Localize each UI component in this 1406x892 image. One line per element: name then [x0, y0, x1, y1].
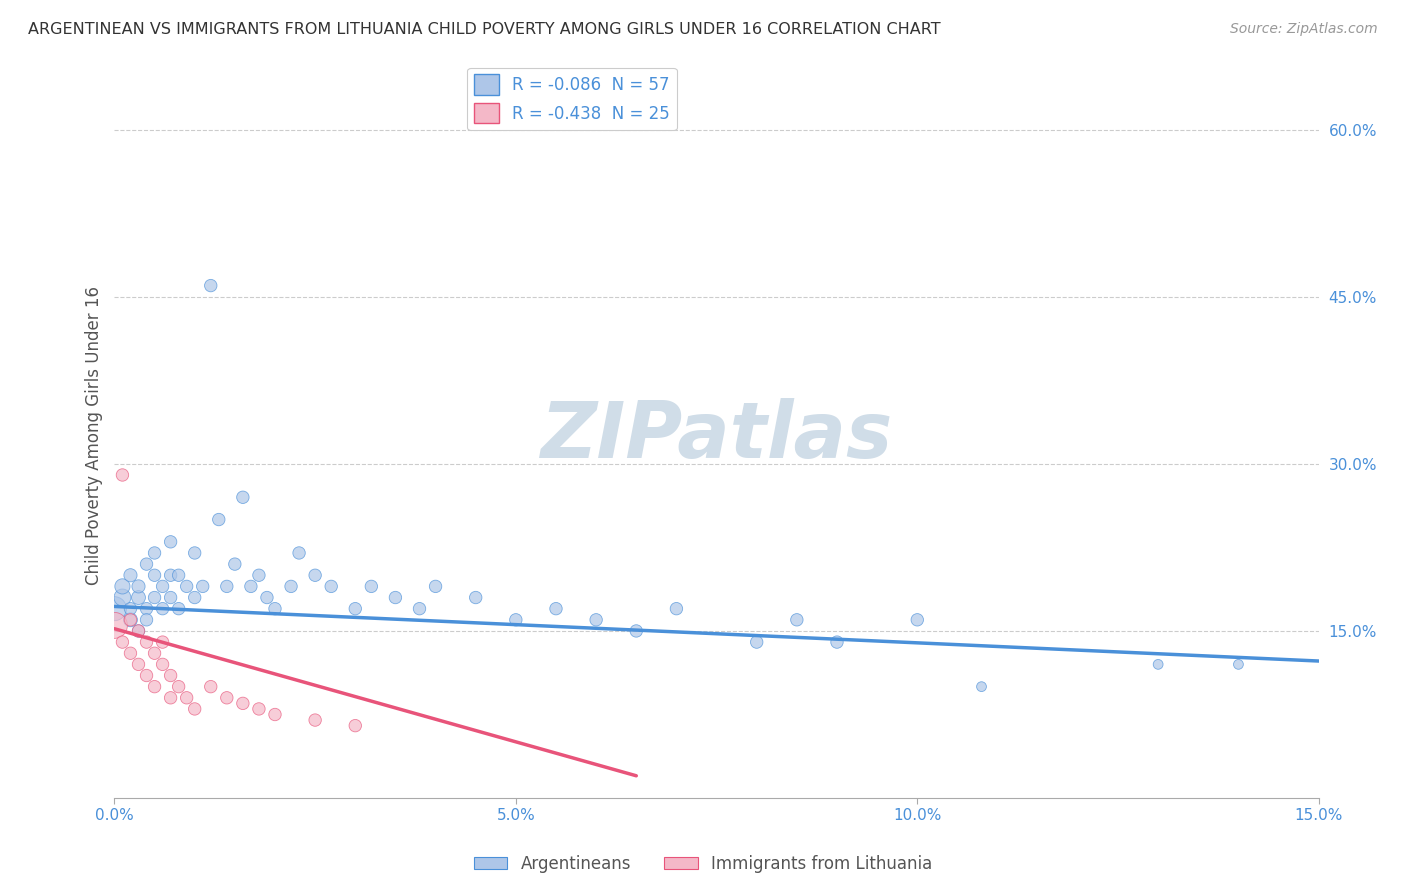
- Point: [152, 635, 174, 649]
- Point: [786, 613, 808, 627]
- Point: [152, 657, 174, 672]
- Point: [143, 591, 166, 605]
- Point: [264, 707, 287, 722]
- Point: [128, 624, 150, 638]
- Point: [304, 568, 326, 582]
- Point: [120, 568, 142, 582]
- Point: [143, 646, 166, 660]
- Point: [159, 668, 181, 682]
- Point: [135, 601, 157, 615]
- Point: [135, 668, 157, 682]
- Point: [464, 591, 486, 605]
- Point: [280, 579, 302, 593]
- Point: [505, 613, 527, 627]
- Point: [384, 591, 406, 605]
- Text: Source: ZipAtlas.com: Source: ZipAtlas.com: [1230, 22, 1378, 37]
- Point: [135, 557, 157, 571]
- Point: [183, 546, 205, 560]
- Legend: R = -0.086  N = 57, R = -0.438  N = 25: R = -0.086 N = 57, R = -0.438 N = 25: [467, 68, 676, 130]
- Point: [288, 546, 311, 560]
- Point: [103, 601, 125, 615]
- Text: ARGENTINEAN VS IMMIGRANTS FROM LITHUANIA CHILD POVERTY AMONG GIRLS UNDER 16 CORR: ARGENTINEAN VS IMMIGRANTS FROM LITHUANIA…: [28, 22, 941, 37]
- Point: [360, 579, 382, 593]
- Point: [152, 601, 174, 615]
- Point: [232, 697, 254, 711]
- Point: [408, 601, 430, 615]
- Point: [143, 680, 166, 694]
- Y-axis label: Child Poverty Among Girls Under 16: Child Poverty Among Girls Under 16: [86, 286, 103, 585]
- Point: [183, 702, 205, 716]
- Point: [224, 557, 246, 571]
- Point: [745, 635, 768, 649]
- Point: [111, 467, 134, 482]
- Point: [143, 546, 166, 560]
- Point: [344, 719, 367, 733]
- Point: [905, 613, 928, 627]
- Point: [128, 624, 150, 638]
- Point: [167, 680, 190, 694]
- Point: [232, 490, 254, 504]
- Point: [1147, 657, 1170, 672]
- Point: [344, 601, 367, 615]
- Point: [321, 579, 343, 593]
- Point: [239, 579, 262, 593]
- Point: [200, 680, 222, 694]
- Point: [128, 579, 150, 593]
- Point: [152, 579, 174, 593]
- Point: [191, 579, 214, 593]
- Point: [264, 601, 287, 615]
- Text: ZIPatlas: ZIPatlas: [540, 398, 893, 474]
- Point: [167, 601, 190, 615]
- Point: [111, 635, 134, 649]
- Point: [120, 613, 142, 627]
- Point: [128, 591, 150, 605]
- Point: [585, 613, 607, 627]
- Point: [825, 635, 848, 649]
- Point: [103, 618, 125, 632]
- Point: [215, 690, 238, 705]
- Point: [215, 579, 238, 593]
- Point: [167, 568, 190, 582]
- Point: [200, 278, 222, 293]
- Point: [120, 613, 142, 627]
- Point: [665, 601, 688, 615]
- Point: [159, 568, 181, 582]
- Point: [247, 702, 270, 716]
- Point: [247, 568, 270, 582]
- Point: [143, 568, 166, 582]
- Point: [970, 680, 993, 694]
- Point: [159, 591, 181, 605]
- Point: [135, 613, 157, 627]
- Point: [159, 690, 181, 705]
- Point: [176, 690, 198, 705]
- Point: [135, 635, 157, 649]
- Point: [626, 624, 648, 638]
- Point: [1227, 657, 1250, 672]
- Point: [183, 591, 205, 605]
- Legend: Argentineans, Immigrants from Lithuania: Argentineans, Immigrants from Lithuania: [467, 848, 939, 880]
- Point: [544, 601, 567, 615]
- Point: [111, 579, 134, 593]
- Point: [120, 601, 142, 615]
- Point: [425, 579, 447, 593]
- Point: [208, 512, 231, 526]
- Point: [159, 534, 181, 549]
- Point: [176, 579, 198, 593]
- Point: [256, 591, 278, 605]
- Point: [111, 591, 134, 605]
- Point: [120, 646, 142, 660]
- Point: [304, 713, 326, 727]
- Point: [128, 657, 150, 672]
